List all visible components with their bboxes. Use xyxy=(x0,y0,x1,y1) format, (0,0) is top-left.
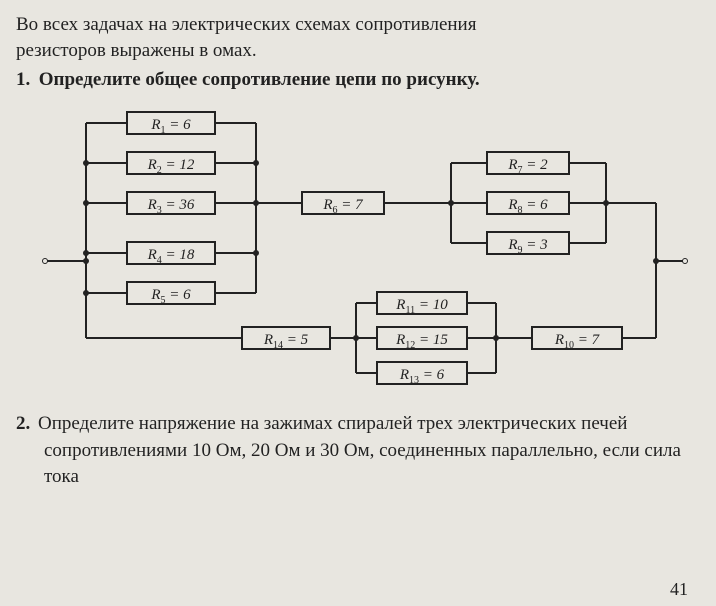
terminal-right-icon xyxy=(682,258,688,264)
resistor-r4: R4 = 18 xyxy=(126,241,216,265)
circuit-diagram: R1 = 6 R2 = 12 R3 = 36 R4 = 18 R5 = 6 R6… xyxy=(46,101,686,401)
resistor-r5: R5 = 6 xyxy=(126,281,216,305)
resistor-r11: R11 = 10 xyxy=(376,291,468,315)
page-number: 41 xyxy=(670,579,688,600)
resistor-r8: R8 = 6 xyxy=(486,191,570,215)
task-1-heading: 1. Определите общее сопротивление цепи п… xyxy=(16,69,700,91)
resistor-r14: R14 = 5 xyxy=(241,326,331,350)
task-2-text: Определите напряжение на зажимах спирале… xyxy=(38,413,681,487)
intro-line-1: Во всех задачах на электрических схемах … xyxy=(16,14,476,35)
task-1-number: 1. xyxy=(16,69,34,91)
task-2: 2.Определите напряжение на зажимах спира… xyxy=(16,411,700,491)
resistor-r1: R1 = 6 xyxy=(126,111,216,135)
intro-line-2: резисторов выражены в омах. xyxy=(16,40,257,61)
resistor-r6: R6 = 7 xyxy=(301,191,385,215)
resistor-r10: R10 = 7 xyxy=(531,326,623,350)
task-2-number: 2. xyxy=(16,411,38,438)
resistor-r2: R2 = 12 xyxy=(126,151,216,175)
intro-paragraph: Во всех задачах на электрических схемах … xyxy=(16,12,700,63)
resistor-r3: R3 = 36 xyxy=(126,191,216,215)
task-1-text: Определите общее сопротивление цепи по р… xyxy=(39,69,480,90)
resistor-r9: R9 = 3 xyxy=(486,231,570,255)
resistor-r13: R13 = 6 xyxy=(376,361,468,385)
resistor-r12: R12 = 15 xyxy=(376,326,468,350)
resistor-r7: R7 = 2 xyxy=(486,151,570,175)
